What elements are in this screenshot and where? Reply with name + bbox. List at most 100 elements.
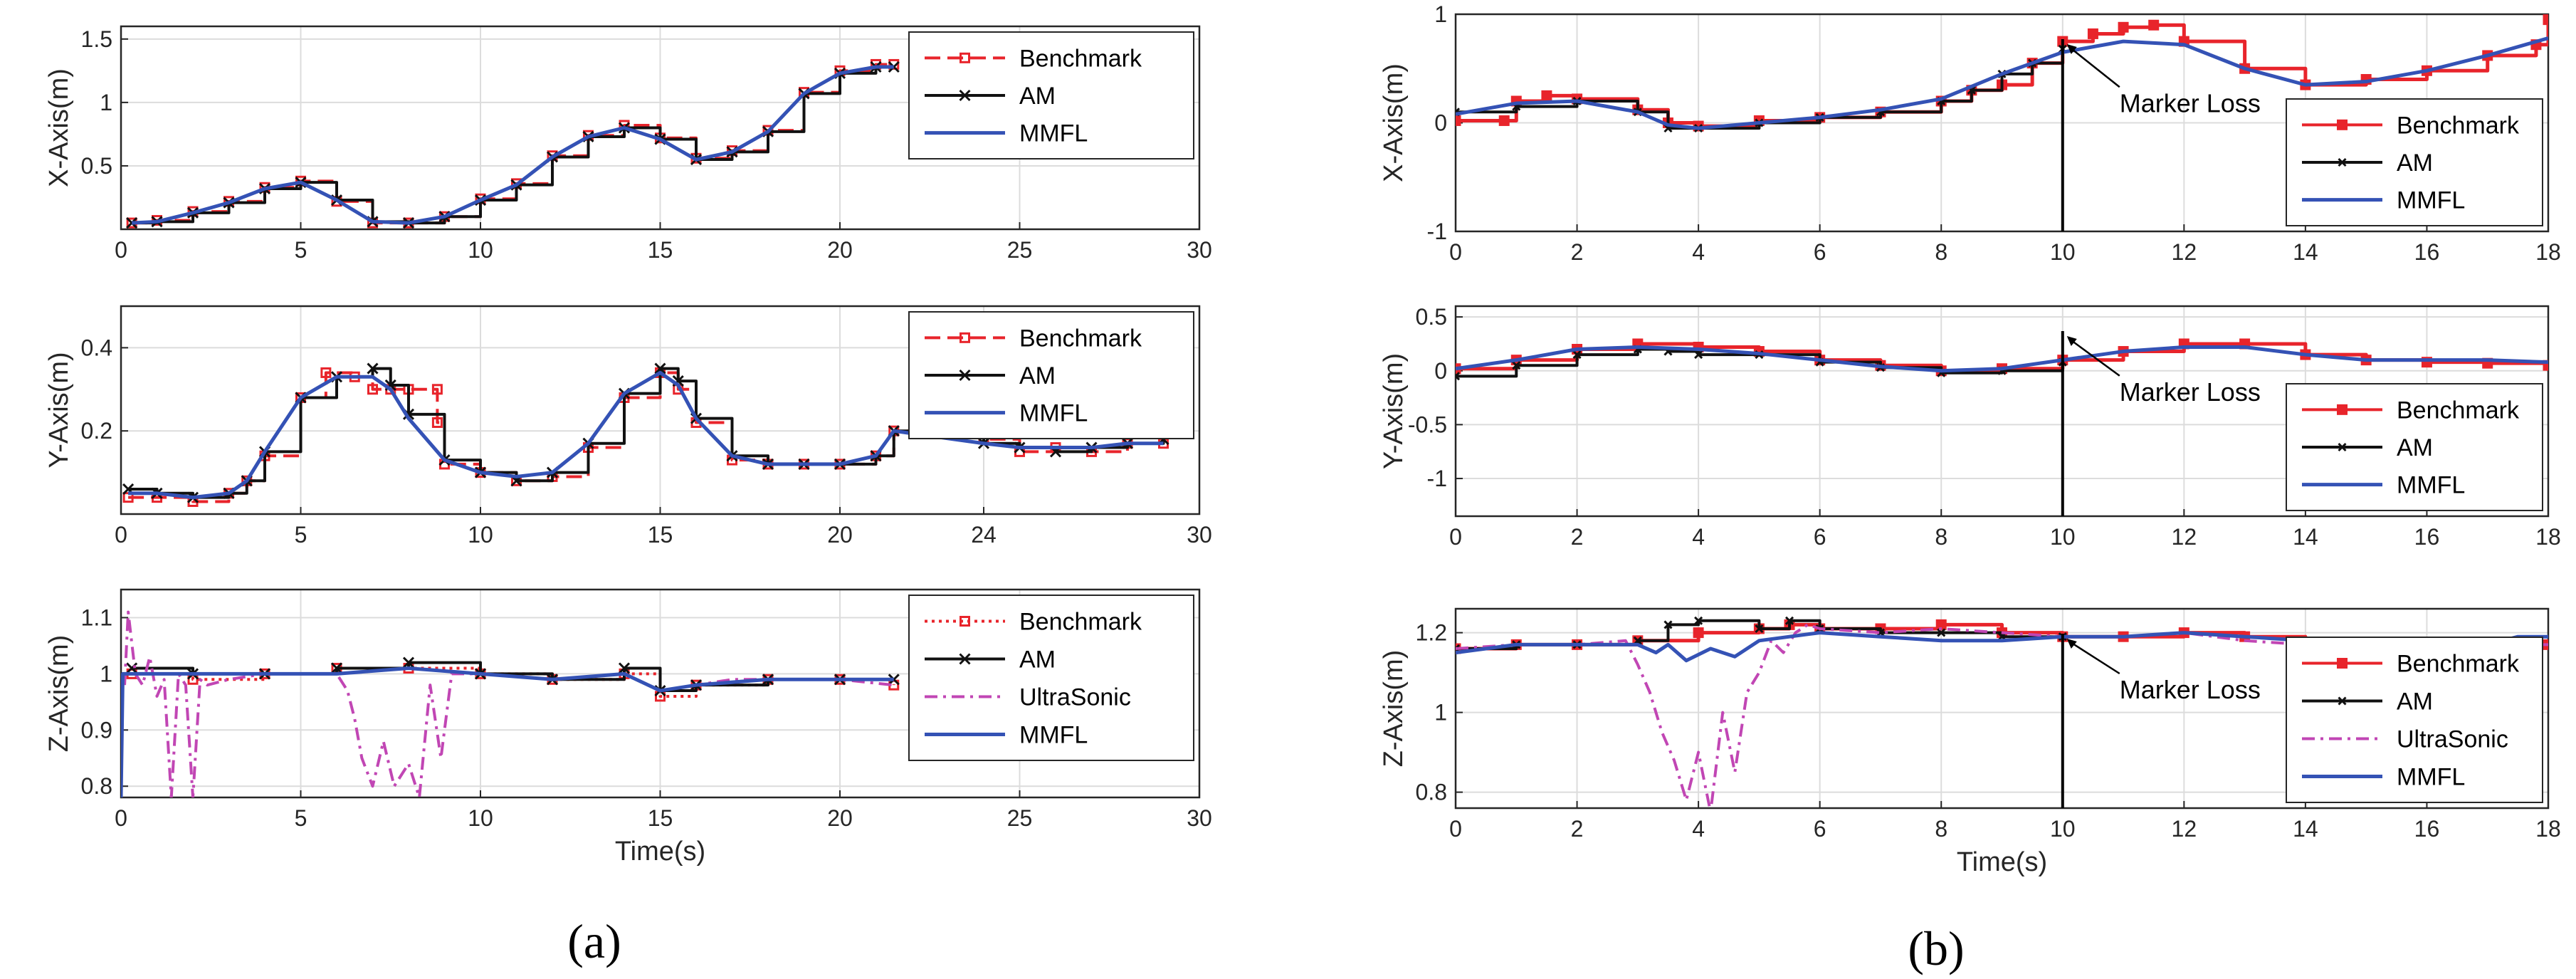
panel-label-b: (b) [1908, 921, 1964, 975]
x-tick-label: 0 [1449, 239, 1462, 265]
y-tick-label: -1 [1427, 219, 1447, 244]
y-tick-label: 0.9 [81, 717, 112, 743]
x-tick-label: 2 [1571, 816, 1584, 842]
y-tick-label: 0.5 [81, 153, 112, 179]
x-tick-label: 18 [2535, 524, 2561, 550]
x-tick-label: 2 [1571, 239, 1584, 265]
legend-marker-am [959, 653, 971, 665]
y-tick-label: 1.2 [1416, 620, 1447, 646]
x-tick-label: 5 [295, 237, 307, 263]
series-marker-am [1572, 350, 1582, 360]
x-tick-label: 10 [2050, 816, 2076, 842]
annotation-arrowhead [2066, 44, 2077, 54]
legend-marker-benchmark [960, 616, 970, 627]
series-marker-benchmark [2543, 14, 2548, 26]
x-tick-label: 15 [648, 237, 673, 263]
series-layer [126, 58, 900, 229]
x-tick-label: 10 [468, 522, 493, 548]
legend-label-am: AM [1019, 362, 1056, 389]
x-tick-label: 4 [1692, 816, 1705, 842]
x-tick-label: 14 [2293, 816, 2318, 842]
annotation-arrow-line [2068, 639, 2120, 675]
legend: Benchmark AM UltraSonic MMFL [2286, 637, 2543, 803]
annotation-marker-loss: Marker Loss [2120, 675, 2261, 704]
y-axis-label: Y-Axis(m) [1379, 353, 1409, 469]
series-marker-am [126, 662, 138, 674]
x-tick-label: 12 [2172, 239, 2197, 265]
x-tick-label: 12 [2172, 816, 2197, 842]
series-marker-am [367, 362, 379, 375]
series-marker-benchmark [2087, 28, 2098, 39]
x-tick-label: 30 [1187, 237, 1212, 263]
x-tick-label: 10 [2050, 239, 2076, 265]
plots-layer: 0 5 10 15 20 25 300.511.5X-Axis(m)BenchmarkAMM… [44, 1, 2561, 877]
x-tick-label: 5 [295, 522, 307, 548]
series-marker-am [1663, 620, 1673, 629]
legend-label-mmfl: MMFL [2397, 764, 2465, 791]
series-marker-am [330, 662, 343, 674]
x-tick-label: 16 [2414, 816, 2440, 842]
x-tick-label: 15 [648, 522, 673, 548]
y-tick-label: 1 [1434, 700, 1447, 726]
series-marker-am [1512, 361, 1521, 370]
x-tick-label: 16 [2414, 524, 2440, 550]
y-tick-label: 0.8 [81, 773, 112, 799]
legend-label-ultrasonic: UltraSonic [1019, 684, 1131, 711]
y-tick-label: -1 [1427, 466, 1447, 491]
x-tick-label: 20 [827, 237, 853, 263]
x-tick-label: 10 [468, 237, 493, 263]
series-marker-am [654, 362, 666, 375]
y-tick-label: -0.5 [1408, 412, 1447, 437]
x-tick-label: 16 [2414, 239, 2440, 265]
series-line-ultrasonic [1456, 623, 2548, 808]
legend: Benchmark AM MMFL [2286, 383, 2543, 511]
series-layer [1456, 616, 2548, 808]
legend-label-am: AM [2397, 434, 2433, 461]
series-marker-benchmark [431, 417, 443, 429]
legend-label-benchmark: Benchmark [1019, 609, 1142, 636]
plot-frame [120, 305, 1201, 515]
x-tick-label: 8 [1935, 239, 1947, 265]
legend-label-benchmark: Benchmark [2397, 112, 2520, 139]
y-tick-label: 1.5 [81, 26, 112, 52]
x-tick-label: 0 [115, 805, 127, 831]
x-tick-label: 12 [2172, 524, 2197, 550]
x-tick-label: 2 [1571, 524, 1584, 550]
y-tick-label: 0 [1434, 110, 1447, 136]
legend-label-benchmark: Benchmark [2397, 651, 2520, 678]
chart-a-y: 0 5 10 15 20 24 30 0.2 0.4 Y-Axis(m) Benchmark AM MM… [44, 305, 1212, 548]
legend: Benchmark AM MMFL [2286, 98, 2543, 226]
x-axis-label: Time(s) [615, 837, 705, 867]
x-tick-label: 15 [648, 805, 673, 831]
x-tick-label: 4 [1692, 524, 1705, 550]
chart-b-y: 0 2 4 6 8 10 12 14 16 18 -1 -0.5 0 0.5 Y-Axis(m) Marker… [1379, 304, 2561, 550]
y-tick-label: 1 [100, 661, 112, 686]
series-marker-benchmark [2148, 19, 2160, 31]
series-marker-am [618, 662, 631, 674]
x-tick-label: 10 [2050, 524, 2076, 550]
series-marker-benchmark [431, 384, 443, 395]
legend-marker-benchmark [2337, 404, 2348, 415]
series-line-am [1456, 48, 2064, 130]
legend-label-mmfl: MMFL [2397, 187, 2465, 214]
y-tick-label: 0.8 [1416, 780, 1447, 805]
series-marker-am [1784, 616, 1794, 625]
x-tick-label: 6 [1814, 239, 1826, 265]
x-tick-label: 6 [1814, 816, 1826, 842]
chart-a-z: 0 5 10 15 20 25 30 0.8 0.9 1 1.1 Z-Axis(m) Time(s) Be… [44, 588, 1212, 867]
y-tick-label: 0.5 [1416, 304, 1447, 330]
y-tick-label: 0.2 [81, 418, 112, 444]
x-tick-label: 25 [1007, 237, 1033, 263]
annotation-arrowhead [2066, 336, 2077, 346]
series-marker-am [1694, 350, 1703, 360]
legend-label-am: AM [2397, 689, 2433, 716]
x-tick-label: 25 [1007, 805, 1033, 831]
series-layer [121, 610, 900, 797]
legend: Benchmark AM UltraSonic MMFL [908, 595, 1194, 761]
series-marker-am [126, 217, 138, 229]
annotation-arrow-line [2067, 46, 2120, 88]
legend-label-benchmark: Benchmark [1019, 325, 1142, 352]
y-tick-label: 0.4 [81, 335, 112, 360]
x-tick-label: 0 [115, 522, 127, 548]
